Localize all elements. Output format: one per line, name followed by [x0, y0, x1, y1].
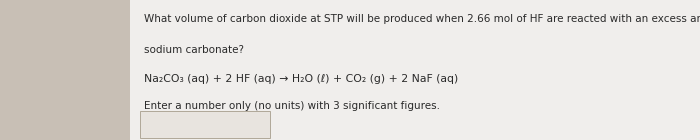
FancyBboxPatch shape: [130, 0, 700, 140]
Text: sodium carbonate?: sodium carbonate?: [144, 45, 244, 55]
Text: Na₂CO₃ (aq) + 2 HF (aq) → H₂O (ℓ) + CO₂ (g) + 2 NaF (aq): Na₂CO₃ (aq) + 2 HF (aq) → H₂O (ℓ) + CO₂ …: [144, 74, 458, 84]
FancyBboxPatch shape: [140, 111, 270, 138]
Text: Enter a number only (no units) with 3 significant figures.: Enter a number only (no units) with 3 si…: [144, 101, 440, 111]
Text: What volume of carbon dioxide at STP will be produced when 2.66 mol of HF are re: What volume of carbon dioxide at STP wil…: [144, 14, 700, 24]
